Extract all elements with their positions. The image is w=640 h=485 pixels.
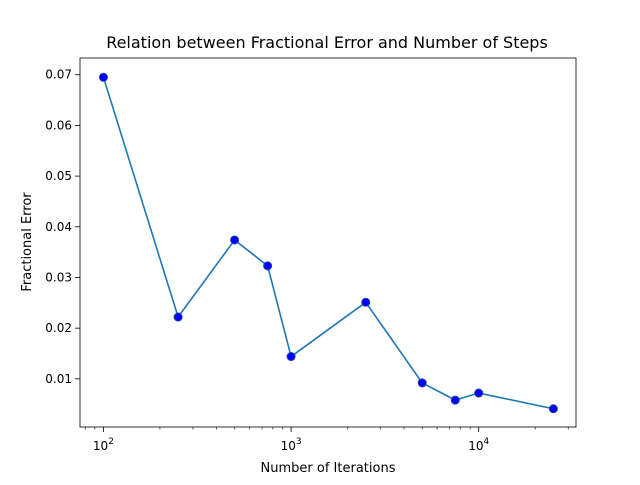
y-tick-label: 0.02 — [45, 321, 72, 335]
data-point — [98, 72, 108, 82]
data-point — [173, 312, 183, 322]
chart-title: Relation between Fractional Error and Nu… — [106, 33, 548, 52]
x-axis-label: Number of Iterations — [261, 461, 396, 476]
data-point — [548, 404, 558, 414]
x-tick-label: 103 — [281, 437, 302, 453]
y-tick-label: 0.04 — [45, 220, 72, 234]
data-point — [286, 352, 296, 362]
y-tick-label: 0.06 — [45, 118, 72, 132]
data-point — [230, 235, 240, 245]
y-axis-label: Fractional Error — [20, 192, 35, 292]
y-tick-label: 0.03 — [45, 270, 72, 284]
x-axis: 102 103 104 — [84, 427, 569, 453]
data-point — [263, 261, 273, 271]
series-line — [102, 77, 554, 410]
data-point — [474, 388, 484, 398]
plot-area — [79, 57, 577, 428]
series-layer — [98, 72, 558, 414]
x-tick-label: 104 — [468, 437, 489, 453]
y-tick-label: 0.07 — [45, 68, 72, 82]
y-tick-label: 0.05 — [45, 169, 72, 183]
data-point — [417, 378, 427, 388]
y-axis: 0.01 0.02 0.03 0.04 0.05 0.06 0.07 — [45, 68, 80, 386]
x-tick-label: 102 — [93, 437, 114, 453]
data-point — [450, 395, 460, 405]
data-point — [361, 297, 371, 307]
y-tick-label: 0.01 — [45, 372, 72, 386]
